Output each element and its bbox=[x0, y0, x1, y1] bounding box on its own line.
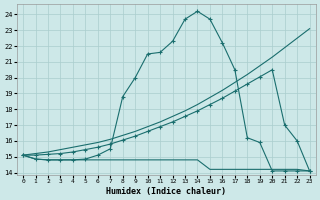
X-axis label: Humidex (Indice chaleur): Humidex (Indice chaleur) bbox=[106, 187, 226, 196]
